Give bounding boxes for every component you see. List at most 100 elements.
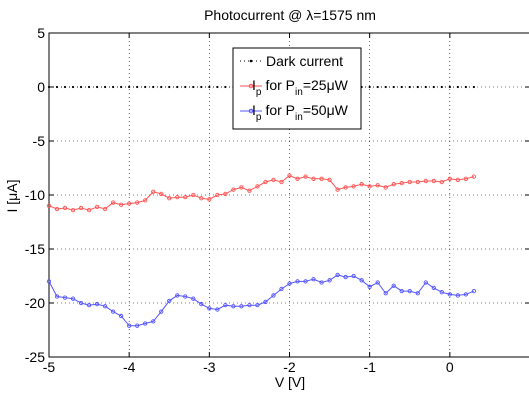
data-point-50uw <box>102 304 108 309</box>
data-point-50uw <box>375 280 380 285</box>
legend-25uw-value: =25μW <box>303 77 349 93</box>
data-point-50uw <box>327 278 332 283</box>
data-point-dark-current <box>200 85 203 89</box>
data-point-50uw <box>110 309 116 314</box>
legend-marker-dark <box>249 59 253 63</box>
data-point-25uw <box>423 178 428 184</box>
data-point-dark-current <box>112 85 115 89</box>
data-point-25uw <box>62 205 68 211</box>
data-point-dark-current <box>392 85 395 89</box>
data-point-25uw <box>351 184 356 189</box>
y-tick-label: -15 <box>25 241 45 257</box>
data-point-25uw <box>78 205 84 211</box>
data-point-25uw <box>70 207 76 213</box>
data-point-dark-current <box>71 85 75 89</box>
data-point-50uw <box>415 291 420 296</box>
data-point-50uw <box>303 279 308 284</box>
data-point-25uw <box>399 180 404 186</box>
data-point-50uw <box>94 301 100 307</box>
data-point-25uw <box>191 192 196 198</box>
data-point-50uw <box>127 323 132 328</box>
data-point-25uw <box>159 191 164 197</box>
data-point-50uw <box>319 280 324 285</box>
x-tick-label: -3 <box>203 359 216 375</box>
data-point-dark-current <box>176 85 179 89</box>
legend-label-dark: Dark current <box>266 53 343 69</box>
data-point-dark-current <box>216 85 219 89</box>
data-point-50uw <box>191 296 196 301</box>
data-point-50uw <box>159 309 164 314</box>
data-point-dark-current <box>416 85 419 89</box>
data-point-25uw <box>407 179 412 185</box>
data-point-50uw <box>119 313 124 319</box>
data-point-dark-current <box>456 85 459 89</box>
data-point-50uw <box>359 278 364 283</box>
data-point-dark-current <box>55 85 59 89</box>
data-point-25uw <box>207 197 212 202</box>
data-point-50uw <box>207 306 212 311</box>
data-point-50uw <box>263 299 268 305</box>
legend-50uw-sub-p: p <box>256 112 262 123</box>
series-group <box>46 85 477 328</box>
data-point-25uw <box>295 176 300 181</box>
data-point-50uw <box>54 294 60 299</box>
data-point-50uw <box>247 303 252 308</box>
data-point-50uw <box>423 280 428 285</box>
data-point-50uw <box>335 272 340 278</box>
data-point-25uw <box>135 200 140 205</box>
data-point-50uw <box>383 291 388 296</box>
legend-marker-50uw <box>248 108 254 114</box>
data-point-50uw <box>463 292 469 297</box>
data-point-25uw <box>343 185 348 190</box>
legend-50uw-sub-in: in <box>295 112 303 123</box>
data-point-50uw <box>78 300 84 306</box>
data-point-50uw <box>239 304 244 309</box>
data-point-50uw <box>183 294 188 299</box>
data-point-50uw <box>231 304 236 309</box>
x-tick-label: -1 <box>363 359 376 375</box>
data-point-25uw <box>367 184 372 189</box>
data-point-50uw <box>46 279 52 284</box>
data-point-25uw <box>311 176 316 181</box>
data-point-50uw <box>175 293 180 298</box>
data-point-25uw <box>375 183 380 188</box>
data-point-50uw <box>399 288 404 294</box>
y-tick-label: 5 <box>37 25 45 41</box>
data-point-50uw <box>295 279 300 284</box>
data-point-25uw <box>119 202 124 207</box>
data-point-25uw <box>94 204 100 210</box>
data-point-25uw <box>455 177 460 183</box>
legend-box <box>232 47 362 130</box>
data-point-dark-current <box>152 85 155 89</box>
data-point-25uw <box>143 198 148 203</box>
data-point-50uw <box>167 298 172 303</box>
data-point-25uw <box>263 179 268 185</box>
data-point-dark-current <box>79 85 83 89</box>
data-point-25uw <box>183 195 188 200</box>
y-tick-label: -10 <box>25 187 45 203</box>
x-tick-label: -5 <box>43 359 56 375</box>
data-point-25uw <box>247 188 252 193</box>
data-point-50uw <box>407 288 412 294</box>
data-point-25uw <box>383 185 388 190</box>
data-point-25uw <box>239 185 244 190</box>
legend: Dark current Ip for Pin=25μW Ip for Pin=50… <box>232 47 362 130</box>
y-tick-label: -20 <box>25 295 45 311</box>
legend-25uw-for: for P <box>265 77 295 93</box>
data-point-50uw <box>86 303 92 308</box>
legend-label-25uw: Ip for Pin=25μW <box>252 77 349 98</box>
data-point-50uw <box>279 286 284 292</box>
data-point-50uw <box>439 290 444 295</box>
data-point-dark-current <box>192 85 195 89</box>
data-point-25uw <box>199 196 204 201</box>
data-point-25uw <box>431 178 436 184</box>
data-point-dark-current <box>63 85 67 89</box>
data-point-50uw <box>343 274 348 280</box>
data-point-50uw <box>151 319 156 324</box>
x-tick-label: 0 <box>446 359 454 375</box>
data-point-dark-current <box>184 85 187 89</box>
data-point-25uw <box>110 200 116 205</box>
data-point-25uw <box>439 179 444 185</box>
data-point-25uw <box>175 195 180 200</box>
